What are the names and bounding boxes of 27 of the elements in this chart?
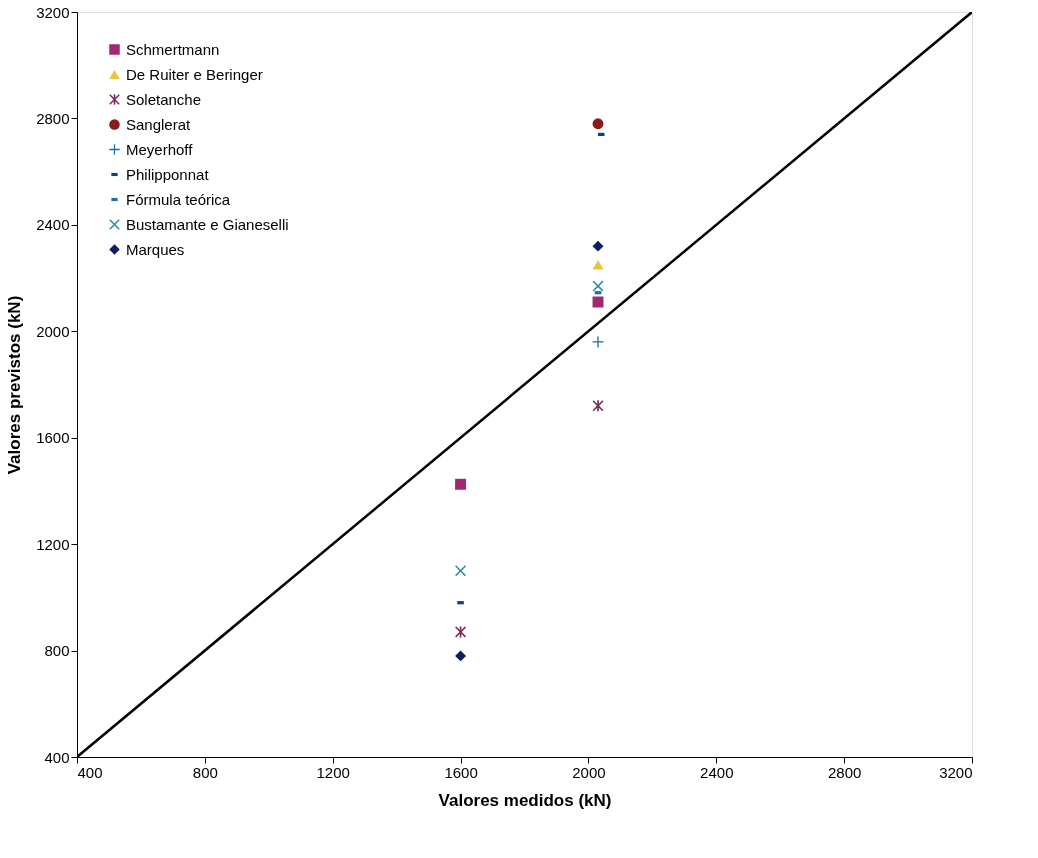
y-tick-label: 800 [44,642,70,660]
x-tick-label: 800 [192,763,218,781]
x-tick-label: 1600 [444,763,478,781]
legend-label: De Ruiter e Beringer [126,65,263,83]
legend-label: Fórmula teórica [126,190,231,208]
legend-label: Meyerhoff [126,140,194,158]
y-tick-label: 1600 [36,429,70,447]
y-tick-label: 1200 [36,535,70,553]
x-tick-label: 400 [77,763,103,781]
x-tick-label: 1200 [316,763,350,781]
y-tick-label: 400 [44,748,70,766]
y-tick-label: 2000 [36,322,70,340]
y-axis-title: Valores previstos (kN) [5,295,25,475]
y-tick-label: 2800 [36,109,70,127]
y-tick-label: 3200 [36,3,70,21]
legend-label: Sanglerat [126,115,192,133]
legend-label: Soletanche [126,90,202,108]
x-tick-label: 3200 [939,763,973,781]
x-tick-label: 2000 [572,763,606,781]
legend-label: Marques [126,240,185,258]
legend-label: Schmertmann [126,40,220,58]
x-tick-label: 2400 [700,763,734,781]
legend-label: Philipponnat [126,165,210,183]
y-tick-label: 2400 [36,216,70,234]
legend-label: Bustamante e Gianeselli [126,215,289,233]
x-axis-title: Valores medidos (kN) [438,790,612,810]
x-tick-label: 2800 [827,763,862,781]
